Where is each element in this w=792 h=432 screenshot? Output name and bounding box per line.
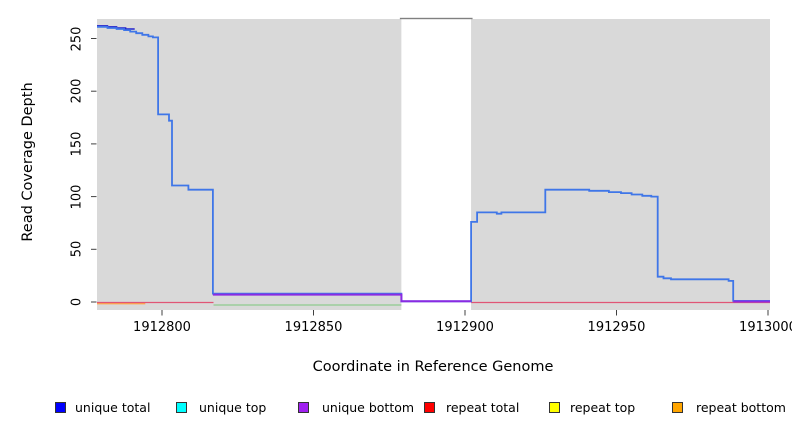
legend-swatch-unique-total (55, 402, 66, 413)
legend-swatch-unique-top (176, 402, 187, 413)
legend-label-repeat-top: repeat top (570, 400, 636, 415)
x-axis-title: Coordinate in Reference Genome (312, 359, 554, 375)
x-tick-label: 1912800 (133, 320, 191, 335)
series-unique-bottom (212, 293, 472, 303)
legend-label-repeat-total: repeat total (446, 400, 520, 415)
legend-label-unique-bottom: unique bottom (322, 400, 415, 415)
gap-region (401, 19, 472, 310)
legend-swatch-repeat-top (549, 402, 560, 413)
legend-swatch-repeat-bottom (672, 402, 683, 413)
x-tick-label: 1912900 (436, 320, 494, 335)
gap-top-border (399, 17, 473, 20)
legend-label-repeat-bottom: repeat bottom (696, 400, 786, 415)
legend-label-unique-top: unique top (199, 400, 267, 415)
y-tick-label: 250 (69, 26, 85, 51)
y-tick-label: 100 (69, 184, 85, 210)
y-tick-label: 0 (69, 297, 85, 307)
y-tick-label: 200 (69, 78, 85, 104)
y-tick-label: 150 (69, 131, 85, 157)
x-tick-label: 1912950 (587, 320, 646, 335)
y-axis-title: Read Coverage Depth (20, 82, 36, 242)
x-tick-label: 1913000 (739, 320, 792, 335)
legend-label-unique-total: unique total (75, 400, 151, 415)
x-tick-label: 1912850 (284, 320, 343, 335)
series-unique-total (97, 26, 770, 303)
legend-swatch-repeat-total (424, 402, 435, 413)
y-tick-label: 50 (69, 241, 85, 258)
legend-swatch-unique-bottom (298, 402, 309, 413)
